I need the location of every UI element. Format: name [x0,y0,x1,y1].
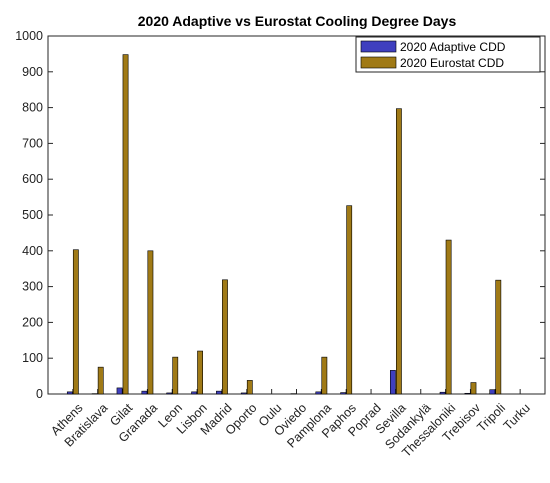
bar-eurostat-leon [172,356,179,395]
bar-eurostat-madrid [222,279,228,395]
bar-adaptive-tripoli [489,389,496,395]
y-tick-label: 600 [22,172,43,186]
bar-eurostat-bratislava [97,366,104,395]
bar-eurostat-athens [72,249,79,395]
y-tick-label: 0 [36,387,43,401]
y-tick-label: 800 [22,101,43,115]
bar-eurostat-granada [147,250,154,395]
bar-eurostat-paphos [346,205,353,395]
legend-swatch [360,40,397,53]
bar-adaptive-madrid [216,390,222,395]
bar-eurostat-gilat [122,54,129,395]
bar-adaptive-granada [141,390,148,395]
x-tick-label: Turku [501,401,533,433]
y-tick-label: 900 [22,65,43,79]
bar-adaptive-athens [66,391,73,395]
y-tick-label: 400 [22,244,43,258]
bar-eurostat-sevilla [395,108,402,395]
y-tick-label: 1000 [15,29,43,43]
bar-eurostat-trebisov [470,382,477,395]
y-tick-label: 200 [22,315,43,329]
legend-swatch [360,56,397,69]
bar-adaptive-leon [166,392,173,395]
bar-eurostat-lisbon [197,350,203,395]
bar-adaptive-thessaloniki [439,391,446,395]
legend-label: 2020 Adaptive CDD [400,40,506,54]
y-tick-label: 500 [22,208,43,222]
bar-adaptive-gilat [116,387,123,395]
legend: 2020 Adaptive CDD 2020 Eurostat CDD [355,36,541,73]
bar-adaptive-paphos [340,392,347,395]
y-tick-label: 300 [22,280,43,294]
bar-adaptive-pamplona [315,391,322,395]
x-tick-label: Tripoli [474,401,508,435]
bar-adaptive-sevilla [389,370,396,395]
bar-eurostat-oporto [246,380,253,395]
bar-adaptive-lisbon [191,391,197,395]
chart-title: 2020 Adaptive vs Eurostat Cooling Degree… [138,13,457,29]
axes-box [47,35,546,395]
legend-label: 2020 Eurostat CDD [400,56,504,70]
bar-adaptive-oporto [240,392,247,395]
y-tick-label: 700 [22,136,43,150]
y-tick-label: 100 [22,351,43,365]
plot-area: 01002003004005006007008009001000AthensBr… [15,29,546,460]
bar-eurostat-pamplona [321,356,328,395]
bar-eurostat-thessaloniki [445,239,452,395]
bar-adaptive-trebisov [464,392,471,395]
bar-eurostat-tripoli [495,279,502,395]
